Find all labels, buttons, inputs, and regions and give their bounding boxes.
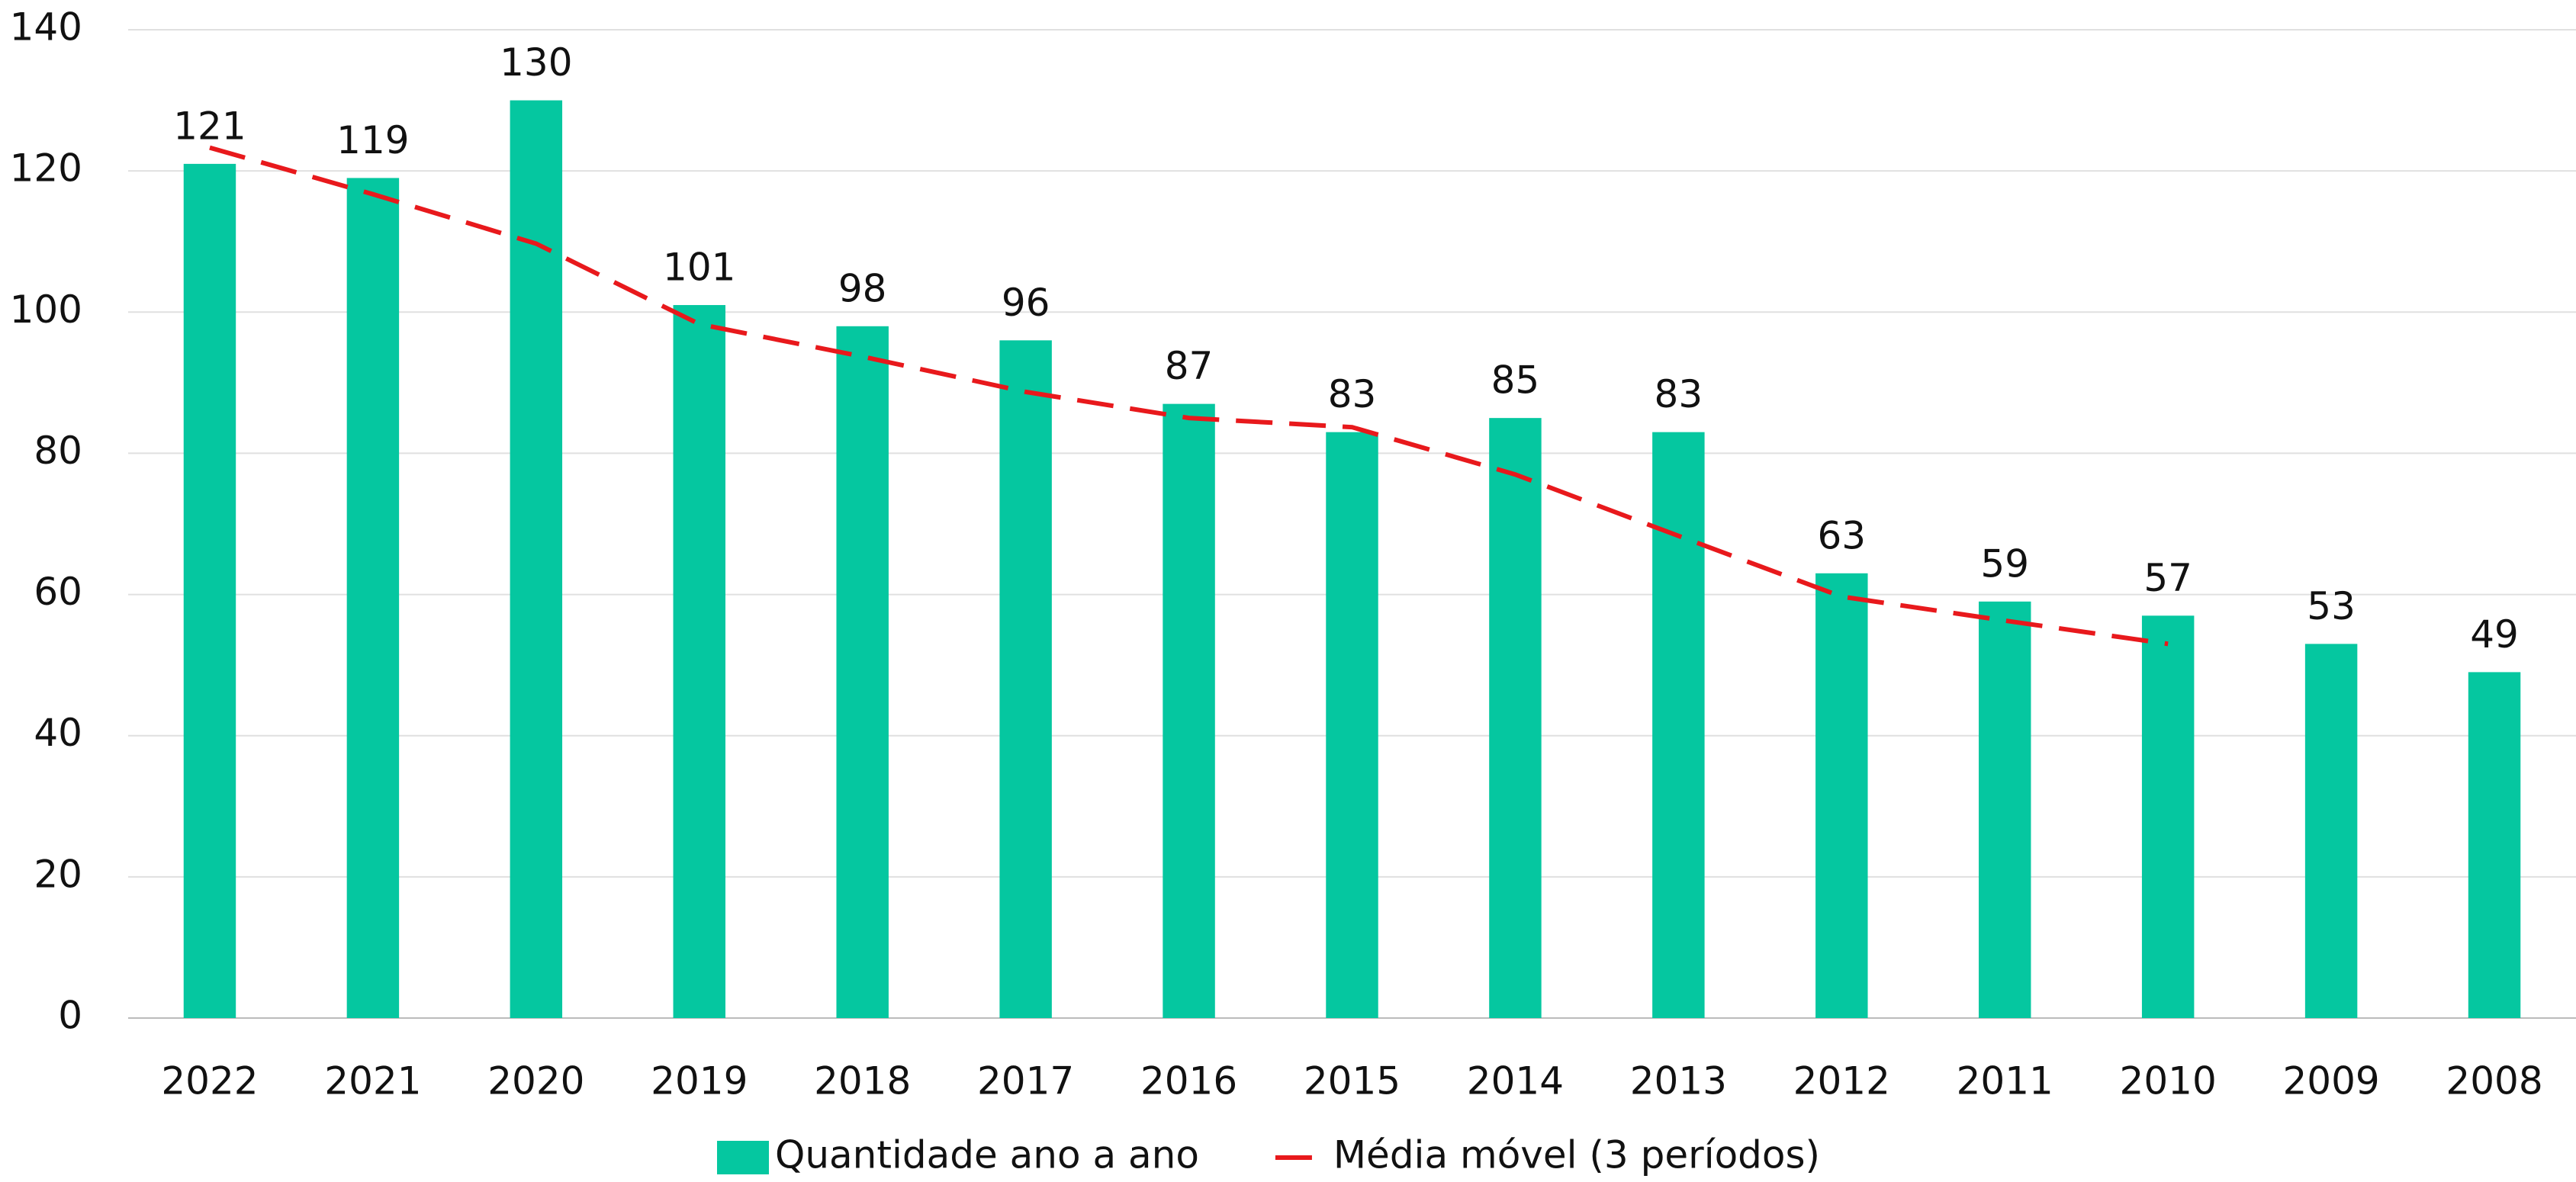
data-label: 85 (1491, 358, 1540, 403)
bar (183, 163, 236, 1018)
data-label: 63 (1817, 513, 1866, 557)
data-label: 119 (336, 118, 409, 162)
x-tick-label: 2021 (324, 1059, 421, 1103)
y-tick-label: 120 (10, 146, 82, 191)
x-tick-label: 2019 (651, 1059, 748, 1103)
data-label: 96 (1002, 281, 1050, 325)
y-tick-label: 80 (34, 429, 82, 473)
data-label: 57 (2143, 556, 2192, 600)
x-tick-label: 2009 (2282, 1059, 2379, 1103)
bar (2304, 644, 2358, 1018)
x-tick-label: 2013 (1630, 1059, 1727, 1103)
bar (2468, 672, 2521, 1018)
bar (2141, 615, 2195, 1018)
y-tick-label: 20 (34, 852, 82, 896)
x-tick-label: 2012 (1793, 1059, 1890, 1103)
data-label: 101 (663, 246, 735, 290)
bar (1163, 403, 1215, 1018)
x-tick-label: 2018 (814, 1059, 911, 1103)
x-tick-label: 2020 (487, 1059, 584, 1103)
y-tick-label: 0 (58, 994, 82, 1038)
data-label: 83 (1328, 372, 1377, 416)
bar (1652, 432, 1705, 1018)
x-tick-label: 2017 (977, 1059, 1074, 1103)
bar (1326, 432, 1378, 1018)
data-label: 49 (2470, 612, 2519, 657)
x-tick-label: 2008 (2446, 1059, 2542, 1103)
data-label: 53 (2307, 584, 2356, 628)
data-label: 83 (1655, 372, 1703, 416)
bar (1489, 418, 1542, 1018)
bar (1979, 601, 2031, 1018)
bar (836, 326, 889, 1018)
data-label: 87 (1165, 344, 1214, 388)
legend-swatch (717, 1141, 769, 1174)
legend-label: Quantidade ano a ano (775, 1133, 1199, 1177)
legend-label: Média móvel (3 períodos) (1333, 1133, 1820, 1177)
bar (1815, 573, 1868, 1018)
y-tick-label: 140 (10, 5, 82, 50)
data-label: 59 (1980, 541, 2029, 586)
line (209, 145, 2169, 647)
data-label: 130 (500, 40, 572, 85)
x-tick-label: 2015 (1304, 1059, 1401, 1103)
x-tick-label: 2016 (1140, 1059, 1237, 1103)
data-label: 98 (838, 266, 887, 310)
x-tick-label: 2011 (1957, 1059, 2053, 1103)
x-tick-label: 2022 (161, 1059, 258, 1103)
data-label: 121 (173, 104, 246, 148)
bar (673, 305, 725, 1018)
y-tick-label: 100 (10, 287, 82, 332)
x-tick-label: 2010 (2120, 1059, 2217, 1103)
y-tick-label: 40 (34, 711, 82, 755)
bar (999, 340, 1052, 1018)
y-tick-label: 60 (34, 570, 82, 614)
bar (510, 100, 563, 1019)
bar (346, 178, 400, 1018)
x-tick-label: 2014 (1467, 1059, 1564, 1103)
